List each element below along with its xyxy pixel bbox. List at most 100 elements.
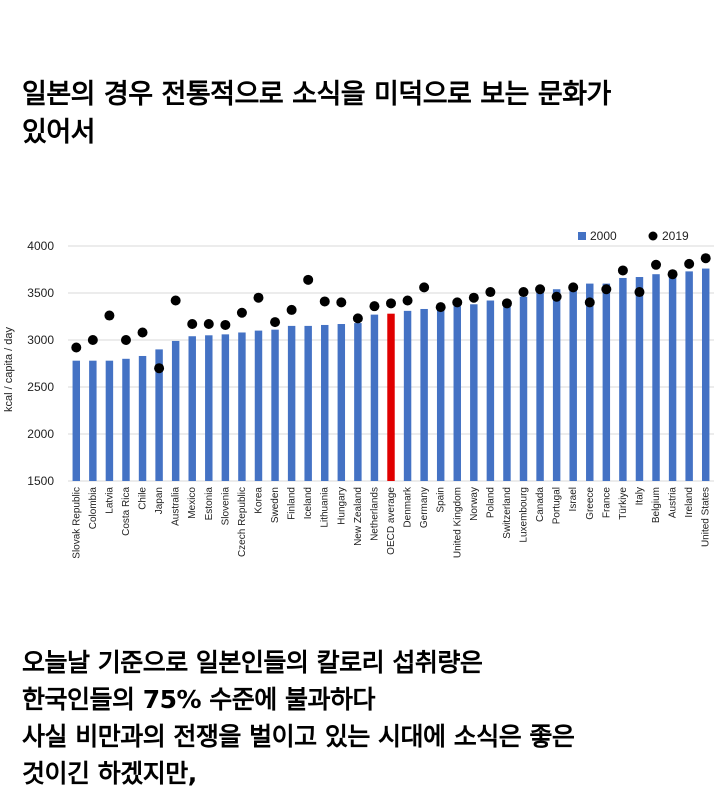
dot <box>535 284 546 295</box>
bar <box>470 304 478 481</box>
body-line-3: 사실 비만과의 전쟁을 벌이고 있는 시대에 소식은 좋은 <box>22 722 575 751</box>
category-label: New Zealand <box>353 487 364 546</box>
dot <box>568 282 579 293</box>
category-label: Czech Republic <box>237 487 248 557</box>
y-axis-label: kcal / capita / day <box>3 327 15 412</box>
bar <box>619 277 627 481</box>
bar <box>370 314 379 481</box>
legend-label-2019: 2019 <box>662 229 689 243</box>
bar <box>72 360 81 481</box>
bar <box>652 274 660 481</box>
dot <box>236 307 247 318</box>
dot <box>700 253 711 264</box>
dot <box>120 335 131 345</box>
category-label: Ireland <box>684 487 695 518</box>
category-label: Slovenia <box>220 487 231 526</box>
dot <box>667 269 678 280</box>
category-label: Poland <box>485 487 496 518</box>
dot <box>419 282 430 293</box>
bar <box>122 358 130 481</box>
dot <box>187 319 198 330</box>
category-label: Costa Rica <box>121 487 132 536</box>
category-label: United States <box>701 487 712 547</box>
body-line-4: 것이긴 하겠지만, <box>22 759 197 788</box>
headline-line-2: 있어서 <box>22 117 96 148</box>
category-label: Germany <box>419 487 430 528</box>
bar <box>420 308 428 481</box>
bar <box>221 334 230 481</box>
dot <box>71 342 82 353</box>
bar <box>138 355 147 481</box>
category-label: Japan <box>154 487 165 514</box>
bar <box>205 335 213 481</box>
dot <box>501 298 512 309</box>
dot <box>87 335 98 345</box>
category-label: Mexico <box>187 487 198 519</box>
dot <box>203 319 214 330</box>
bar <box>486 300 495 481</box>
dot <box>435 302 446 313</box>
category-label: Finland <box>287 487 298 520</box>
headline-line-1: 일본의 경우 전통적으로 소식을 미덕으로 보는 문화가 <box>22 79 611 110</box>
dot <box>468 292 479 303</box>
category-label: Latvia <box>104 487 115 514</box>
y-tick-label: 1500 <box>27 474 54 488</box>
dot <box>336 297 347 308</box>
bar <box>635 277 644 481</box>
dot <box>286 304 297 315</box>
category-label: Italy <box>634 487 645 505</box>
bar <box>453 306 461 481</box>
y-tick-label: 3500 <box>27 286 54 300</box>
category-label: United Kingdom <box>452 487 463 558</box>
category-label: Estonia <box>204 487 215 521</box>
dot <box>452 297 463 308</box>
category-label: France <box>601 487 612 519</box>
bar <box>403 310 412 481</box>
category-label: Norway <box>469 487 480 521</box>
bar <box>287 325 296 481</box>
category-label: Spain <box>436 487 447 513</box>
dot <box>617 265 628 276</box>
bar <box>188 336 196 481</box>
bar <box>89 360 97 481</box>
category-label: Luxembourg <box>519 487 530 543</box>
dot <box>651 259 662 270</box>
bar <box>569 288 577 481</box>
category-label: Lithuania <box>320 487 331 528</box>
dot <box>303 274 314 285</box>
bar <box>254 330 263 481</box>
bar <box>171 340 180 481</box>
dot <box>386 298 396 309</box>
dot <box>485 287 496 298</box>
bar <box>271 329 279 481</box>
category-label: Korea <box>253 487 264 514</box>
bar <box>304 325 312 481</box>
y-tick-label: 2000 <box>27 427 54 441</box>
body-line-2: 한국인들의 75% 수준에 불과하다 <box>22 685 375 714</box>
category-label: Sweden <box>270 487 281 523</box>
dot <box>352 313 363 324</box>
category-label: Türkiye <box>618 487 629 520</box>
bar <box>552 289 561 481</box>
category-label: Slovak Republic <box>71 487 82 559</box>
bar <box>602 283 611 481</box>
dot <box>518 287 529 298</box>
bar <box>701 268 710 481</box>
y-tick-label: 2500 <box>27 380 54 394</box>
y-tick-label: 4000 <box>27 239 54 253</box>
category-label: Greece <box>585 487 596 520</box>
category-label: Portugal <box>552 487 563 524</box>
bar <box>436 308 445 481</box>
dot <box>104 310 115 321</box>
category-label: Israel <box>568 487 579 511</box>
dot <box>154 363 165 374</box>
dot <box>369 301 380 312</box>
bar <box>238 332 246 481</box>
dot <box>220 319 231 330</box>
legend-label-2000: 2000 <box>590 229 617 243</box>
bar <box>503 300 511 481</box>
calorie-bar-chart: 1500 2000 2500 3000 3500 4000 kcal / capita / … <box>3 229 714 559</box>
dot <box>684 258 695 269</box>
bar <box>519 296 528 481</box>
category-label: Netherlands <box>369 487 380 541</box>
